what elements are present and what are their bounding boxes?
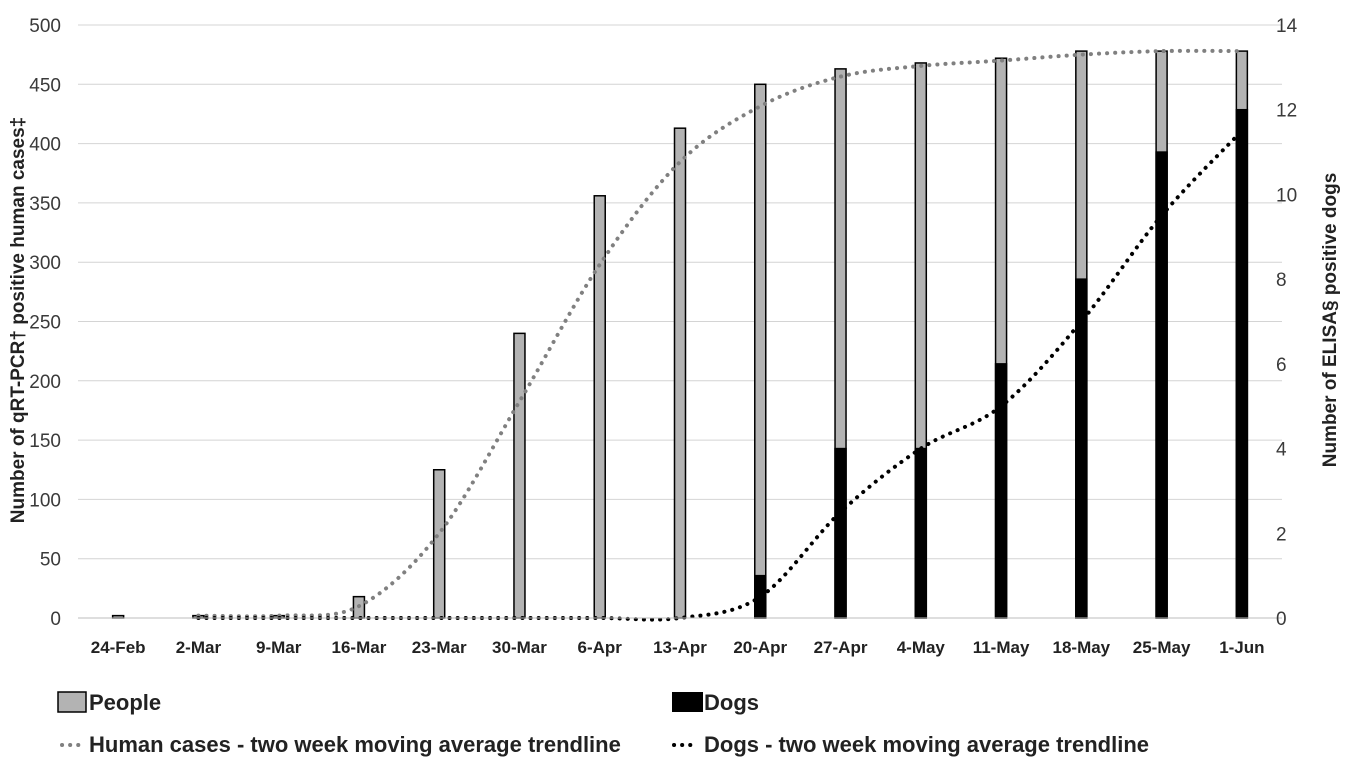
x-tick-label: 6-Apr — [578, 638, 623, 657]
y-tick-label: 100 — [29, 490, 61, 511]
y2-tick-label: 12 — [1276, 101, 1297, 122]
x-tick-label: 23-Mar — [412, 638, 467, 657]
left-axis-title: Number of qRT-PCR† positive human cases‡ — [8, 117, 29, 524]
x-axis-ticks: 24-Feb 2-Mar 9-Mar 16-Mar 23-Mar 30-Mar 6-Apr 1… — [91, 638, 1265, 657]
y2-tick-label: 4 — [1276, 440, 1287, 461]
x-tick-label: 30-Mar — [492, 638, 547, 657]
bar-dogs — [1235, 108, 1249, 619]
y-tick-label: 150 — [29, 431, 61, 452]
right-axis-title: Number of ELISA§ positive dogs — [1320, 173, 1341, 468]
bars — [111, 50, 1249, 619]
legend-item-people: People — [57, 690, 161, 715]
x-tick-label: 27-Apr — [814, 638, 868, 657]
bar-dogs — [1075, 278, 1088, 619]
y-tick-label: 450 — [29, 75, 61, 96]
y2-tick-label: 2 — [1276, 524, 1287, 545]
legend-swatch-people — [57, 691, 87, 713]
y-tick-label: 250 — [29, 313, 61, 334]
y-tick-label: 50 — [40, 550, 61, 571]
x-tick-label: 9-Mar — [256, 638, 302, 657]
y2-tick-label: 10 — [1276, 185, 1297, 206]
y2-tick-label: 8 — [1276, 270, 1287, 291]
legend-label-people: People — [89, 690, 161, 715]
y2-tick-label: 6 — [1276, 355, 1287, 376]
legend-item-dogs: Dogs — [672, 690, 759, 715]
legend-label-human-trend: Human cases - two week moving average tr… — [89, 732, 621, 757]
legend-swatch-dogs — [672, 692, 703, 712]
y2-tick-label: 0 — [1276, 609, 1287, 630]
left-axis-ticks: 0 50 100 150 200 250 300 350 400 450 500 — [29, 16, 61, 630]
bar-dogs — [834, 447, 847, 619]
bar-people — [432, 469, 446, 619]
bar-dogs — [914, 447, 928, 619]
legend-label-dogs-trend: Dogs - two week moving average trendline — [704, 732, 1149, 757]
x-tick-label: 11-May — [973, 638, 1030, 657]
y-tick-label: 300 — [29, 253, 61, 274]
x-tick-label: 4-May — [897, 638, 946, 657]
y-tick-label: 200 — [29, 372, 61, 393]
legend-label-dogs: Dogs — [704, 690, 759, 715]
y-tick-label: 350 — [29, 194, 61, 215]
x-tick-label: 25-May — [1133, 638, 1191, 657]
x-tick-label: 24-Feb — [91, 638, 146, 657]
bar-people — [754, 83, 767, 619]
legend-item-dogs-trend: Dogs - two week moving average trendline — [672, 732, 1149, 757]
x-tick-label: 16-Mar — [332, 638, 387, 657]
y-tick-label: 0 — [50, 609, 61, 630]
x-tick-label: 13-Apr — [653, 638, 707, 657]
bar-people — [513, 332, 526, 619]
legend-item-human-trend: Human cases - two week moving average tr… — [60, 732, 621, 757]
x-tick-label: 2-Mar — [176, 638, 222, 657]
y-tick-label: 400 — [29, 135, 61, 156]
y2-tick-label: 14 — [1276, 16, 1298, 37]
x-tick-label: 20-Apr — [733, 638, 787, 657]
x-tick-label: 1-Jun — [1219, 638, 1264, 657]
trendline-human-cases — [196, 48, 1244, 619]
x-tick-label: 18-May — [1053, 638, 1111, 657]
bar-people — [673, 127, 687, 619]
right-axis-ticks: 0 2 4 6 8 10 12 14 — [1276, 16, 1298, 630]
y-tick-label: 500 — [29, 16, 61, 37]
legend: People Dogs Human cases - two week movin… — [57, 690, 1149, 757]
